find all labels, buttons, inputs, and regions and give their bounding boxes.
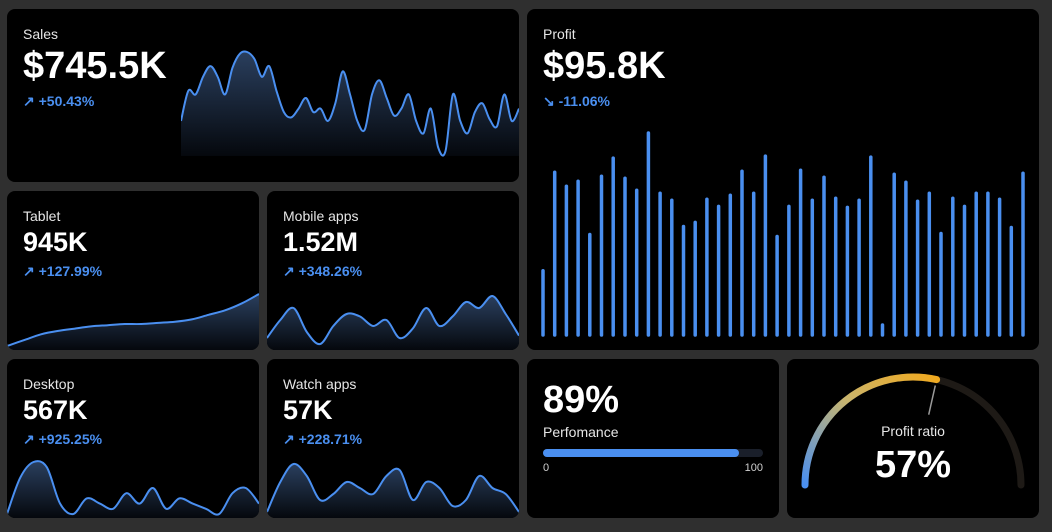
performance-card[interactable]: 89% Perfomance 0 100 [527,359,779,518]
spark-desktop-line [7,460,259,516]
performance-progress-fill [543,449,739,457]
desktop-card[interactable]: Desktop 567K ↗ +925.25% [7,359,259,518]
gauge-needle [927,385,937,415]
trend-up-icon: ↗ [23,263,35,279]
watch-apps-value: 57K [283,395,333,425]
watch-apps-label: Watch apps [283,376,357,392]
desktop-delta: ↗ +925.25% [23,431,102,448]
trend-up-icon: ↗ [283,263,295,279]
performance-min-label: 0 [543,462,550,474]
watch-apps-delta: ↗ +228.71% [283,431,362,448]
sales-label: Sales [23,26,59,42]
watch-apps-card[interactable]: Watch apps 57K ↗ +228.71% [267,359,519,518]
desktop-sparkline [7,460,259,518]
watch-apps-delta-value: +228.71% [298,431,363,447]
performance-progress-track [543,449,763,457]
sales-sparkline [181,50,519,157]
spark-tablet-line [7,293,259,347]
tablet-delta-value: +127.99% [38,263,103,279]
trend-up-icon: ↗ [23,431,35,447]
profit-ratio-card[interactable]: Profit ratio 57% [787,359,1039,518]
spark-mobile-line [267,295,519,346]
performance-max-label: 100 [744,462,763,474]
spark-watch-area [267,463,519,518]
mobile-apps-sparkline [267,295,519,350]
mobile-apps-card[interactable]: Mobile apps 1.52M ↗ +348.26% [267,191,519,350]
profit-value: $95.8K [543,45,666,87]
sales-value: $745.5K [23,45,167,87]
desktop-value: 567K [23,395,88,425]
profit-delta-value: -11.06% [558,93,610,109]
trend-down-icon: ↘ [543,93,555,109]
mobile-apps-label: Mobile apps [283,208,359,224]
spark-mobile-area [267,295,519,350]
mobile-apps-delta-value: +348.26% [298,263,363,279]
profit-ratio-value: 57% [874,444,952,486]
trend-up-icon: ↗ [23,93,35,109]
spark-desktop-area [7,461,259,518]
sales-card[interactable]: Sales $745.5K ↗ +50.43% [7,9,519,182]
profit-bar-chart [541,131,1025,337]
desktop-label: Desktop [23,376,75,392]
mobile-apps-delta: ↗ +348.26% [283,263,362,280]
spark-watch-line [267,462,519,513]
sales-delta: ↗ +50.43% [23,93,94,110]
trend-up-icon: ↗ [283,431,295,447]
tablet-delta: ↗ +127.99% [23,263,102,280]
profit-delta: ↘ -11.06% [543,93,610,110]
desktop-delta-value: +925.25% [38,431,103,447]
tablet-value: 945K [23,227,88,257]
performance-value: 89% [543,379,620,421]
sales-delta-value: +50.43% [38,93,95,109]
spark-tablet-area [7,294,259,350]
profit-ratio-label: Profit ratio [881,423,945,439]
tablet-label: Tablet [23,208,61,224]
mobile-apps-value: 1.52M [283,227,359,257]
profit-card[interactable]: Profit $95.8K ↘ -11.06% [527,9,1039,350]
tablet-card[interactable]: Tablet 945K ↗ +127.99% [7,191,259,350]
profit-ratio-gauge [801,373,1025,489]
performance-label: Perfomance [543,424,619,440]
watch-apps-sparkline [267,462,519,518]
spark-sales-line [181,50,519,157]
gauge-value-arc [801,373,941,489]
profit-label: Profit [543,26,576,42]
tablet-sparkline [7,293,259,350]
